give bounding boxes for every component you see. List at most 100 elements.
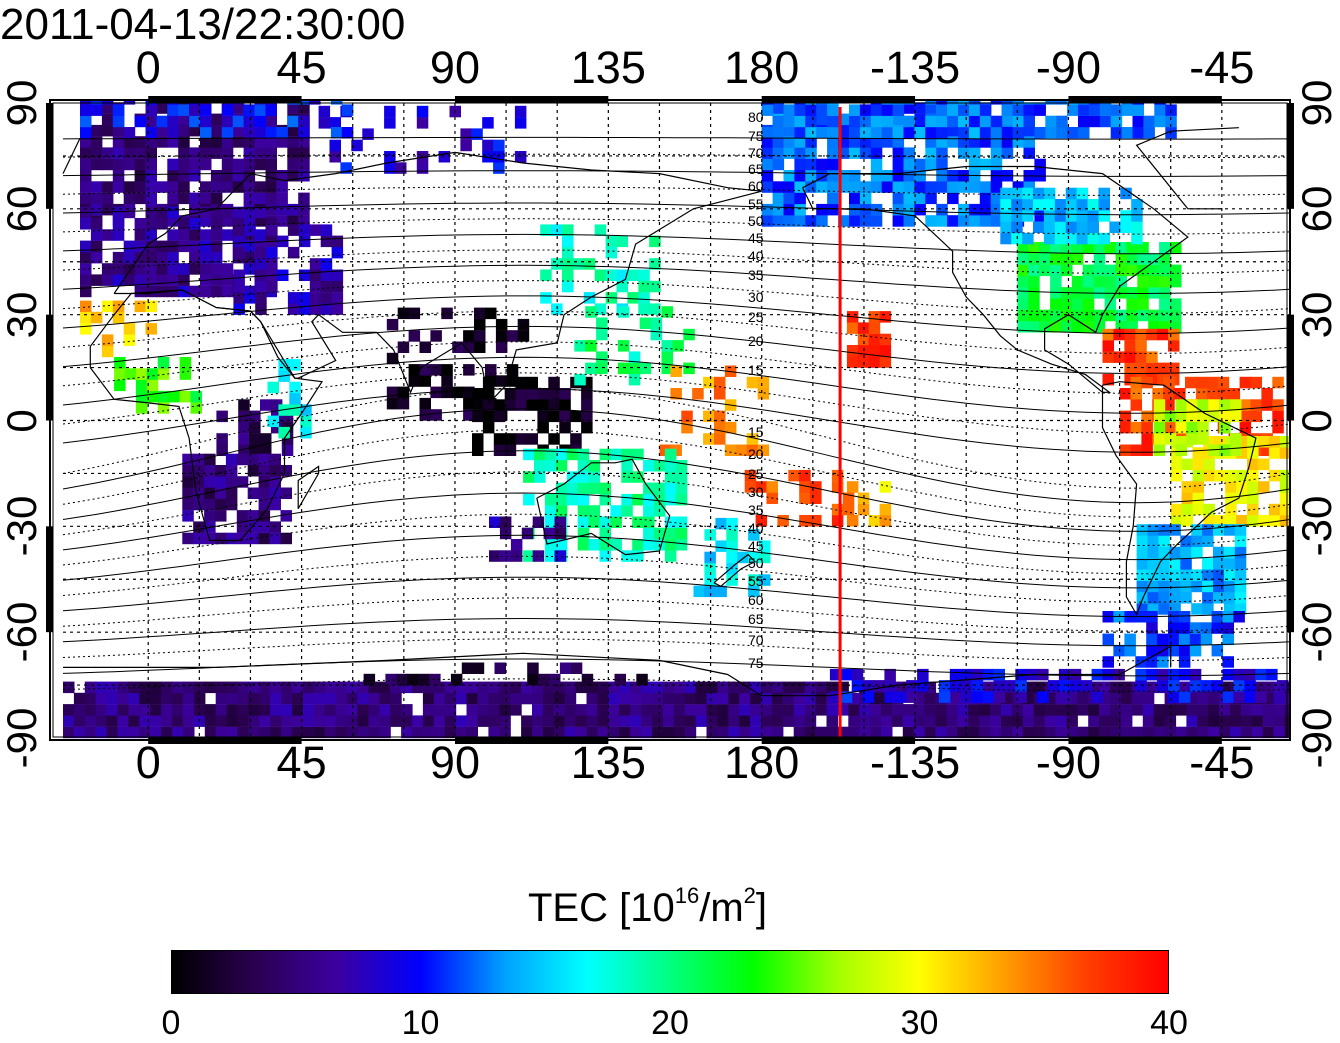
tec-cell <box>167 181 179 193</box>
tec-cell <box>1148 321 1160 333</box>
tec-cell <box>101 113 114 126</box>
tec-cell <box>1087 210 1099 222</box>
tec-cell <box>1146 622 1158 634</box>
tec-cell <box>761 692 773 705</box>
tec-cell <box>1098 187 1110 200</box>
tec-cell <box>605 246 618 259</box>
tec-cell <box>599 516 611 528</box>
tec-cell <box>684 715 697 727</box>
tec-cell <box>870 692 882 705</box>
tec-cell <box>938 680 951 692</box>
tec-cell <box>232 115 245 128</box>
tec-cell <box>570 662 583 674</box>
tec-cell <box>1202 558 1214 570</box>
tec-cell <box>542 681 555 694</box>
tec-cell <box>215 715 228 727</box>
tec-cell <box>879 503 892 516</box>
longitude-tick-label: 90 <box>429 42 480 93</box>
tec-cell <box>146 368 159 380</box>
tec-cell <box>258 498 271 511</box>
tec-cell <box>838 147 850 159</box>
tec-cell <box>123 192 136 205</box>
tec-cell <box>1001 100 1014 105</box>
tec-cell <box>551 303 563 315</box>
tec-cell <box>226 692 239 705</box>
tec-cell <box>167 263 179 275</box>
tec-cell <box>156 124 168 137</box>
magnetic-latitude-label: 30 <box>748 484 764 500</box>
tec-cell <box>715 585 727 598</box>
tec-cell <box>189 285 201 298</box>
tec-cell <box>728 715 740 727</box>
tec-cell <box>247 521 260 533</box>
tec-cell <box>1192 481 1204 493</box>
tec-cell <box>123 251 136 264</box>
tec-cell <box>540 224 552 236</box>
tec-cell <box>577 482 590 495</box>
tec-cell <box>139 681 151 694</box>
tec-cell <box>216 444 228 456</box>
tec-cell <box>313 726 326 739</box>
tec-cell <box>106 726 119 739</box>
tec-cell <box>193 465 205 477</box>
tec-cell <box>215 681 228 694</box>
tec-cell <box>259 704 271 716</box>
tec-cell <box>1076 210 1089 222</box>
tec-cell <box>717 726 729 739</box>
tec-cell <box>1202 535 1214 547</box>
tec-cell <box>870 215 883 227</box>
tec-cell <box>221 136 234 148</box>
tec-cell <box>318 105 331 118</box>
tec-cell <box>566 493 579 506</box>
tec-cell <box>1141 444 1153 456</box>
tec-cell <box>1132 104 1144 116</box>
tec-cell <box>90 136 103 148</box>
tec-cell <box>555 448 568 461</box>
magnetic-contour <box>62 492 1290 561</box>
tec-cell <box>706 704 718 716</box>
tec-cell <box>1261 388 1273 400</box>
tec-cell <box>652 726 664 739</box>
tec-cell <box>1236 447 1248 459</box>
tec-cell <box>156 206 168 219</box>
tec-cell <box>232 124 245 137</box>
latitude-tick-label: -90 <box>1293 707 1340 769</box>
tec-cell <box>1050 287 1062 299</box>
tec-cell <box>80 136 92 148</box>
tec-cell <box>829 668 842 681</box>
tec-cell <box>204 532 216 545</box>
tec-cell <box>706 692 718 705</box>
tec-cell <box>793 681 806 694</box>
tec-cell <box>1012 127 1025 139</box>
tec-cell <box>783 181 795 193</box>
tec-cell <box>913 715 926 727</box>
tec-cell <box>161 692 173 705</box>
tec-cell <box>641 704 653 716</box>
tec-cell <box>172 681 184 694</box>
tec-cell <box>570 433 582 445</box>
tec-cell <box>881 726 893 739</box>
tec-cell <box>838 136 850 148</box>
tec-cell <box>135 402 148 414</box>
tec-cell <box>588 539 601 551</box>
tec-cell <box>1234 569 1247 581</box>
tec-cell <box>1050 298 1062 310</box>
tec-cell <box>269 498 281 511</box>
tec-cell <box>221 274 234 286</box>
tec-cell <box>553 692 566 705</box>
tec-cell <box>210 192 223 205</box>
tec-cell <box>167 215 179 227</box>
tec-cell <box>684 726 697 739</box>
tec-cell <box>1247 492 1259 504</box>
tec-cell <box>1044 715 1057 727</box>
tec-cell <box>112 263 125 275</box>
tec-cell <box>881 136 894 148</box>
tec-cell <box>112 124 125 137</box>
tec-cell <box>540 292 552 304</box>
tec-cell <box>114 379 126 392</box>
tec-cell <box>1061 298 1073 310</box>
tec-cell <box>643 516 655 528</box>
tec-cell <box>1239 410 1252 423</box>
tec-cell <box>280 510 292 522</box>
tec-cell <box>815 681 828 694</box>
